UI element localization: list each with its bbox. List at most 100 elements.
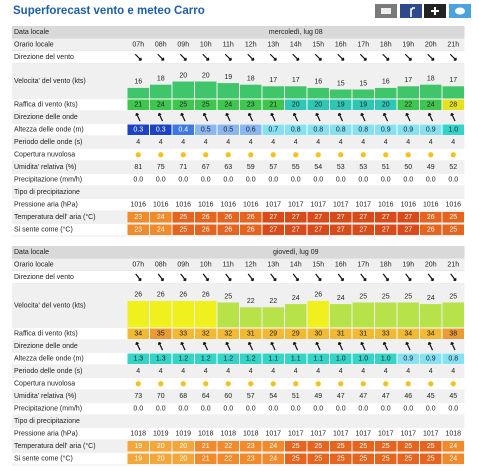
sun-icon <box>135 152 141 158</box>
feels-like-value: 27 <box>382 227 390 234</box>
temperature-value: 20 <box>157 443 165 450</box>
wave-direction-arrow <box>360 112 366 122</box>
wave-period-value: 4 <box>249 139 253 146</box>
gust-cell <box>127 328 149 339</box>
row-background <box>12 402 465 415</box>
wind-speed-bar <box>442 86 464 99</box>
wave-direction-arrow <box>315 341 321 351</box>
wind-speed-bar <box>420 304 442 328</box>
temp-cell <box>172 441 194 452</box>
precipitation-value: 0.0 <box>313 406 323 413</box>
humidity-value: 51 <box>382 164 390 171</box>
wave-period-value: 4 <box>429 368 433 375</box>
wind-direction-arrow <box>247 273 254 282</box>
hours-value: 19h <box>402 42 414 49</box>
wind-direction-arrow <box>404 53 412 61</box>
row-background <box>12 136 465 149</box>
wind-direction-arrow <box>224 53 232 61</box>
gust-value: 20 <box>382 102 390 109</box>
wave-direction-arrow <box>180 341 186 351</box>
precipitation-value: 0.0 <box>178 406 188 413</box>
wave-cell <box>375 124 397 135</box>
feels-like-value: 24 <box>157 227 165 234</box>
row-background <box>12 38 465 51</box>
row-background <box>12 377 465 390</box>
wind-speed-value: 15 <box>337 80 345 87</box>
wave-direction-arrow <box>135 112 141 122</box>
wind-speed-value: 25 <box>382 293 390 300</box>
wind-speed-bar <box>172 300 194 328</box>
temp-cell <box>352 224 374 235</box>
facebook-icon <box>410 7 415 17</box>
humidity-value: 47 <box>382 393 390 400</box>
row-label: Orario locale <box>14 262 54 269</box>
temp-cell <box>420 212 442 223</box>
wave-cell <box>172 353 194 364</box>
wind-speed-bar <box>217 83 239 99</box>
temp-cell <box>442 441 464 452</box>
feels-like-value: 27 <box>359 227 367 234</box>
temp-cell <box>330 453 352 464</box>
wind-speed-bar <box>150 84 172 99</box>
wave-period-value: 4 <box>294 139 298 146</box>
row-background <box>12 271 465 284</box>
precipitation-value: 0.0 <box>246 406 256 413</box>
row-label: Copertura nuvolosa <box>14 381 75 388</box>
temperature-value: 24 <box>157 214 165 221</box>
temperature-value: 23 <box>134 214 142 221</box>
feels-like-value: 23 <box>134 227 142 234</box>
pressure-value: 1018 <box>243 431 259 438</box>
temperature-value: 27 <box>404 214 412 221</box>
pressure-value: 1016 <box>198 202 214 209</box>
temp-cell <box>262 453 284 464</box>
wind-speed-bar <box>442 302 464 328</box>
temp-cell <box>375 212 397 223</box>
gust-value: 34 <box>427 331 435 338</box>
wave-period-value: 4 <box>136 139 140 146</box>
wind-direction-arrow <box>337 53 345 61</box>
temp-cell <box>307 212 329 223</box>
humidity-value: 53 <box>337 164 345 171</box>
sun-icon <box>135 381 141 387</box>
wave-height-value: 0.9 <box>403 356 413 363</box>
row-label: Pressione aria (hPa) <box>14 431 78 438</box>
row-label: Orario locale <box>14 42 54 49</box>
temperature-value: 27 <box>359 214 367 221</box>
row-label: Direzione del vento <box>14 274 74 281</box>
row-label: Altezza delle onde (m) <box>14 356 84 363</box>
gust-value: 32 <box>224 331 232 338</box>
temp-cell <box>240 224 262 235</box>
row-label: Raffica di vento (kts) <box>14 331 78 338</box>
wind-speed-value: 25 <box>359 293 367 300</box>
wave-direction-arrow <box>427 341 434 351</box>
gust-value: 19 <box>359 102 367 109</box>
gust-value: 29 <box>292 331 300 338</box>
wave-height-value: 0.3 <box>156 127 166 134</box>
humidity-value: 71 <box>179 164 187 171</box>
row-background <box>12 246 465 259</box>
hours-value: 19h <box>402 262 414 269</box>
row-background <box>12 258 465 271</box>
feels-like-value: 25 <box>359 456 367 463</box>
sun-icon <box>203 152 209 158</box>
date-header: giovedì, lug 09 <box>273 249 319 256</box>
wave-period-value: 4 <box>451 368 455 375</box>
precipitation-value: 0.0 <box>426 177 436 184</box>
wave-height-value: 0.9 <box>426 127 436 134</box>
gust-cell <box>397 99 419 110</box>
wave-period-value: 4 <box>339 139 343 146</box>
hours-value: 13h <box>267 262 279 269</box>
temperature-value: 26 <box>247 214 255 221</box>
temperature-value: 25 <box>382 443 390 450</box>
pressure-value: 1018 <box>445 431 461 438</box>
humidity-value: 81 <box>134 164 142 171</box>
pressure-value: 1018 <box>130 431 146 438</box>
wind-speed-bar <box>240 84 262 99</box>
gust-value: 25 <box>202 102 210 109</box>
hours-value: 10h <box>200 42 212 49</box>
sun-icon <box>428 381 434 387</box>
gust-value: 20 <box>292 102 300 109</box>
wave-cell <box>442 353 464 364</box>
gust-cell <box>195 328 217 339</box>
wave-direction-arrow <box>135 341 141 351</box>
